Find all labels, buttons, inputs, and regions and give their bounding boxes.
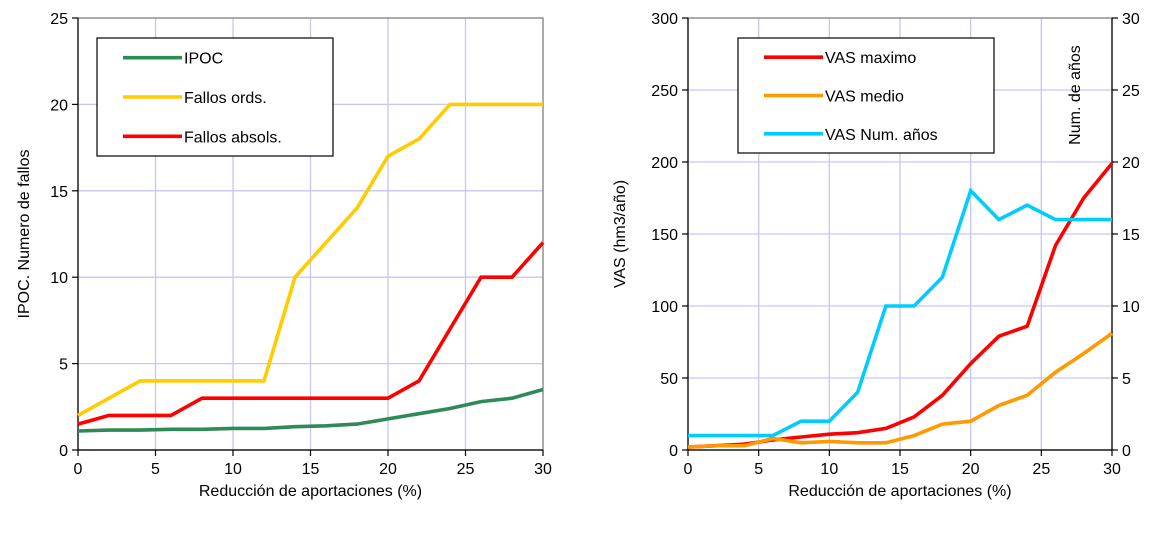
- legend-label-1: VAS maximo: [825, 50, 916, 67]
- x-axis-title: Reducción de aportaciones (%): [788, 483, 1011, 500]
- y-tick-label: 15: [50, 184, 68, 201]
- legend: VAS maximo VAS medio VAS Num. años: [737, 37, 995, 154]
- series-line-3: [688, 187, 1112, 438]
- y2-tick-label: 30: [1122, 11, 1140, 28]
- series-line-2: [77, 102, 543, 417]
- series-line-2: [687, 331, 1114, 449]
- x-tick-label: 20: [962, 461, 980, 478]
- x-tick-label: 30: [1103, 461, 1121, 478]
- x-axis-title: Reducción de aportaciones (%): [199, 483, 422, 500]
- y-tick-label: 100: [651, 299, 678, 316]
- x-tick-label: 30: [534, 461, 552, 478]
- y2-tick-label: 10: [1122, 299, 1140, 316]
- x-tick-label: 15: [302, 461, 320, 478]
- y2-tick-label: 5: [1122, 371, 1131, 388]
- y-tick-label: 250: [651, 83, 678, 100]
- legend-label-2: VAS medio: [825, 89, 904, 106]
- x-tick-label: 0: [74, 461, 83, 478]
- y-tick-label: 150: [651, 227, 678, 244]
- y-tick-label: 300: [651, 11, 678, 28]
- x-tick-label: 5: [151, 461, 160, 478]
- legend-label-2: Fallos ords.: [184, 90, 267, 107]
- y2-tick-label: 15: [1122, 227, 1140, 244]
- legend-label-3: VAS Num. años: [825, 127, 938, 144]
- y-tick-label: 5: [59, 357, 68, 374]
- series-line-1: [77, 387, 544, 433]
- y-tick-label: 25: [50, 11, 68, 28]
- chart-1: 0 5 10 15 20 25 30 0 5 10 15 20 25 Reducción de aport…: [16, 11, 552, 500]
- y-tick-label: 200: [651, 155, 678, 172]
- legend: IPOC Fallos ords. Fallos absols.: [96, 37, 334, 157]
- y-tick-label: 20: [50, 97, 68, 114]
- y-tick-label: 10: [50, 270, 68, 287]
- series-line-3: [77, 241, 545, 426]
- y2-tick-label: 20: [1122, 155, 1140, 172]
- x-tick-label: 15: [891, 461, 909, 478]
- y-tick-label: 0: [59, 443, 68, 460]
- y-tick-label: 50: [660, 371, 678, 388]
- x-tick-label: 0: [684, 461, 693, 478]
- x-tick-label: 20: [379, 461, 397, 478]
- legend-label-3: Fallos absols.: [184, 129, 282, 146]
- chart-2: 0 5 10 15 20 25 300501001502002503000510152025…: [612, 11, 1140, 500]
- y2-axis-title: Num. de años: [1067, 45, 1084, 145]
- x-tick-label: 10: [820, 461, 838, 478]
- y-tick-label: 0: [669, 443, 678, 460]
- y2-tick-label: 25: [1122, 83, 1140, 100]
- y-axis-title: IPOC. Numero de fallos: [16, 150, 33, 319]
- x-tick-label: 25: [457, 461, 475, 478]
- y2-tick-label: 0: [1122, 443, 1131, 460]
- x-tick-label: 5: [754, 461, 763, 478]
- x-tick-label: 10: [224, 461, 242, 478]
- legend-label-1: IPOC: [184, 51, 223, 68]
- x-tick-label: 25: [1032, 461, 1050, 478]
- y-axis-title: VAS (hm3/año): [612, 180, 629, 288]
